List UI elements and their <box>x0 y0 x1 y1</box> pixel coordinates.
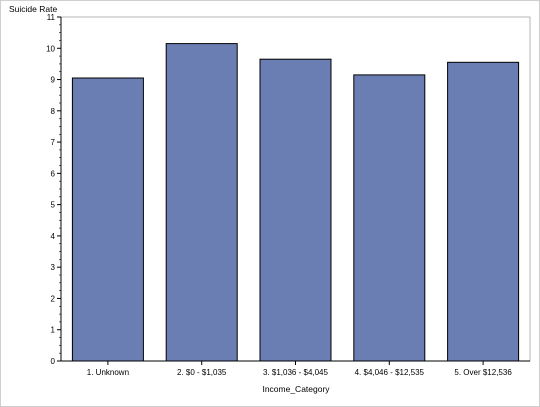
plot-area: 1. Unknown 2. $0 - $1,035 3. $1,036 - $4,0… <box>46 13 531 377</box>
x-tick-label: 5. Over $12,536 <box>454 368 512 377</box>
x-axis-title: Income_Category <box>262 384 330 394</box>
y-tick-label: 4 <box>51 232 56 241</box>
bar <box>259 58 332 362</box>
y-tick-label: 7 <box>51 138 56 147</box>
y-tick-label: 8 <box>51 107 56 116</box>
bar <box>447 61 520 362</box>
y-tick-label: 2 <box>51 294 56 303</box>
y-tick-label: 3 <box>51 263 56 272</box>
y-tick-label: 0 <box>51 357 56 366</box>
x-tick-label: 3. $1,036 - $4,045 <box>263 368 328 377</box>
y-tick-label: 9 <box>51 76 56 85</box>
y-axis-title: Suicide Rate <box>9 4 57 14</box>
bar <box>353 74 426 362</box>
y-tick-label: 11 <box>47 13 56 22</box>
y-tick-label: 6 <box>51 169 56 178</box>
bar <box>71 77 144 362</box>
x-tick-label: 2. $0 - $1,035 <box>177 368 227 377</box>
y-tick-label: 5 <box>51 201 56 210</box>
y-tick-label: 1 <box>51 326 56 335</box>
y-tick-label: 10 <box>46 44 55 53</box>
x-tick-label: 1. Unknown <box>87 368 129 377</box>
x-tick-label: 4. $4,046 - $12,535 <box>355 368 425 377</box>
bar <box>165 43 238 362</box>
